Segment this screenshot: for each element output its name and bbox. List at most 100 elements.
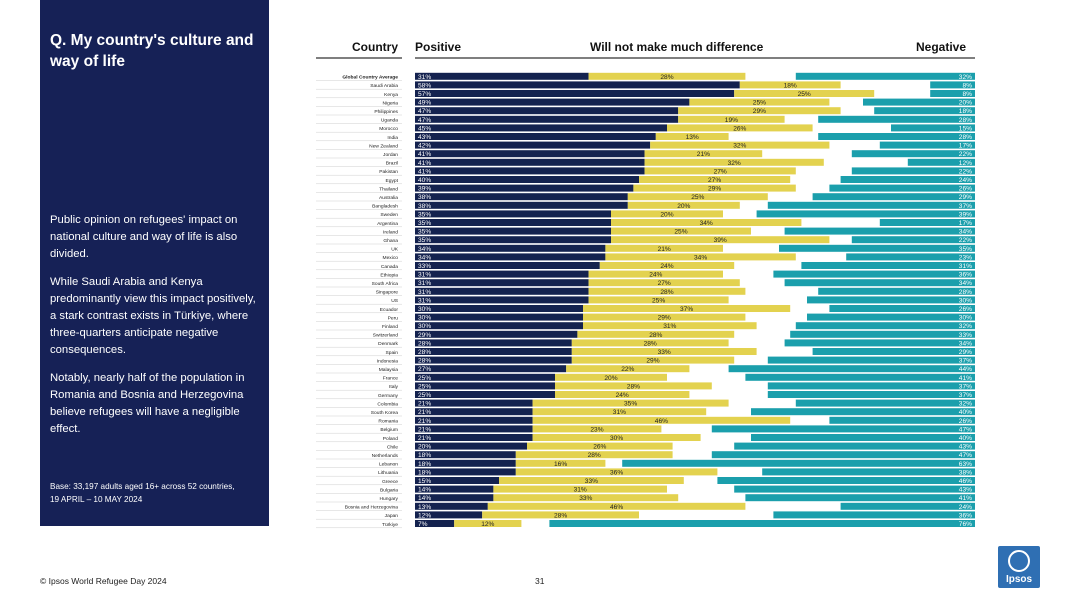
bar-positive-canada (415, 262, 600, 269)
label-negative-greece: 46% (959, 478, 972, 485)
bar-remainder-germany (415, 391, 975, 398)
bar-neutral-canada (599, 262, 735, 269)
country-label-spain: Spain (385, 350, 398, 356)
label-negative-pakistan: 22% (959, 168, 972, 175)
bar-negative-belgium (711, 425, 975, 433)
bar-negative-colombia (795, 399, 975, 407)
label-neutral-peru: 29% (658, 315, 671, 322)
summary-panel: Q. My country's culture and way of life … (40, 0, 269, 526)
label-negative-france: 41% (959, 375, 972, 382)
country-label-lithuania: Lithuania (378, 470, 398, 476)
label-positive-greece: 15% (418, 478, 431, 485)
label-neutral-bosnia-and-herzegovina: 46% (610, 504, 623, 511)
country-label-uganda: Uganda (381, 118, 398, 124)
label-positive-south-africa: 31% (418, 280, 431, 287)
bar-negative-sweden (756, 210, 975, 218)
bar-neutral-ecuador (583, 305, 791, 312)
bar-negative-greece (717, 477, 975, 484)
label-negative-bosnia-and-herzegovina: 24% (959, 504, 972, 511)
country-label-chile: Chile (387, 444, 398, 450)
bar-neutral-indonesia (571, 356, 735, 364)
label-neutral-romania: 46% (655, 418, 668, 425)
country-label-pakistan: Pakistan (379, 169, 398, 175)
bar-neutral-netherlands (515, 451, 673, 459)
positive-column-header: Positive (415, 40, 462, 54)
footer-source: © Ipsos World Refugee Day 2024 (40, 576, 167, 586)
label-negative-global-country-average: 32% (959, 74, 972, 81)
label-negative-spain: 29% (959, 349, 972, 356)
bar-positive-malaysia (415, 365, 567, 373)
label-negative-indonesia: 37% (959, 358, 972, 365)
bar-neutral-pakistan (644, 167, 796, 175)
label-neutral-brazil: 32% (728, 160, 741, 167)
bar-positive-ireland (415, 227, 611, 235)
label-negative-nigeria: 20% (959, 100, 972, 107)
label-negative-denmark: 34% (959, 340, 972, 347)
bar-negative-new-zealand (879, 141, 975, 149)
country-label-germany: Germany (378, 393, 399, 399)
label-negative-philippines: 18% (959, 108, 972, 115)
label-neutral-lithuania: 36% (610, 469, 623, 476)
bar-negative-germany (767, 391, 975, 398)
bar-positive-indonesia (415, 356, 572, 364)
label-neutral-egypt: 27% (708, 177, 721, 184)
bar-positive-global-country-average (415, 72, 589, 80)
bar-remainder-belgium (415, 425, 975, 433)
label-positive-thailand: 39% (418, 186, 431, 193)
label-positive-philippines: 47% (418, 108, 431, 115)
label-positive-pakistan: 41% (418, 168, 431, 175)
country-label-colombia: Colombia (377, 401, 398, 407)
bar-neutral-greece (499, 477, 684, 484)
bar-negative-egypt (840, 176, 975, 183)
country-label-sweden: Sweden (380, 212, 398, 218)
label-negative-chile: 43% (959, 444, 972, 451)
bar-positive-t-rkiye (415, 520, 455, 527)
label-neutral-switzerland: 28% (649, 332, 662, 339)
country-label-singapore: Singapore (376, 290, 399, 296)
label-positive-spain: 28% (418, 349, 431, 356)
bar-negative-canada (801, 262, 975, 269)
panel-commentary: Public opinion on refugees' impact on na… (50, 212, 260, 449)
country-label-thailand: Thailand (379, 186, 398, 192)
bar-neutral-egypt (639, 176, 791, 183)
label-neutral-ghana: 39% (714, 237, 727, 244)
label-positive-france: 25% (418, 375, 431, 382)
bar-negative-philippines (874, 107, 975, 115)
bar-negative-poland (751, 434, 975, 441)
country-label-romania: Romania (378, 419, 398, 425)
bar-neutral-switzerland (577, 330, 735, 338)
bar-positive-netherlands (415, 451, 516, 459)
label-negative-japan: 36% (959, 512, 972, 519)
bar-negative-japan (773, 511, 975, 519)
label-negative-south-africa: 34% (959, 280, 972, 287)
bar-negative-jordan (851, 150, 975, 158)
bar-neutral-uganda (678, 115, 785, 123)
label-negative-uganda: 28% (959, 117, 972, 124)
label-negative-peru: 30% (959, 315, 972, 322)
bar-positive-singapore (415, 287, 589, 295)
bar-positive-india (415, 133, 656, 140)
bar-negative-lithuania (762, 468, 975, 476)
label-neutral-spain: 33% (658, 349, 671, 356)
label-positive-bosnia-and-herzegovina: 13% (418, 504, 431, 511)
label-negative-ghana: 22% (959, 237, 972, 244)
bar-negative-bangladesh (767, 201, 975, 209)
bar-negative-bosnia-and-herzegovina (840, 502, 975, 510)
label-neutral-indonesia: 29% (646, 358, 659, 365)
bar-positive-argentina (415, 219, 611, 226)
label-positive-ethiopia: 31% (418, 272, 431, 279)
bar-neutral-uk (605, 244, 723, 252)
label-positive-morocco: 45% (418, 125, 431, 132)
label-positive-indonesia: 28% (418, 358, 431, 365)
country-label-bulgaria: Bulgaria (380, 487, 398, 493)
label-neutral-chile: 26% (593, 444, 606, 451)
base-note-line-2: 19 APRIL – 10 MAY 2024 (50, 494, 143, 504)
label-positive-poland: 21% (418, 435, 431, 442)
label-positive-lithuania: 18% (418, 469, 431, 476)
label-positive-saudi-arabia: 58% (418, 82, 431, 89)
bar-positive-poland (415, 434, 533, 441)
base-note-line-1: Base: 33,197 adults aged 16+ across 52 c… (50, 482, 235, 491)
label-negative-mexico: 23% (959, 254, 972, 261)
bar-negative-malaysia (728, 365, 975, 373)
ipsos-logo: Ipsos (998, 546, 1040, 588)
